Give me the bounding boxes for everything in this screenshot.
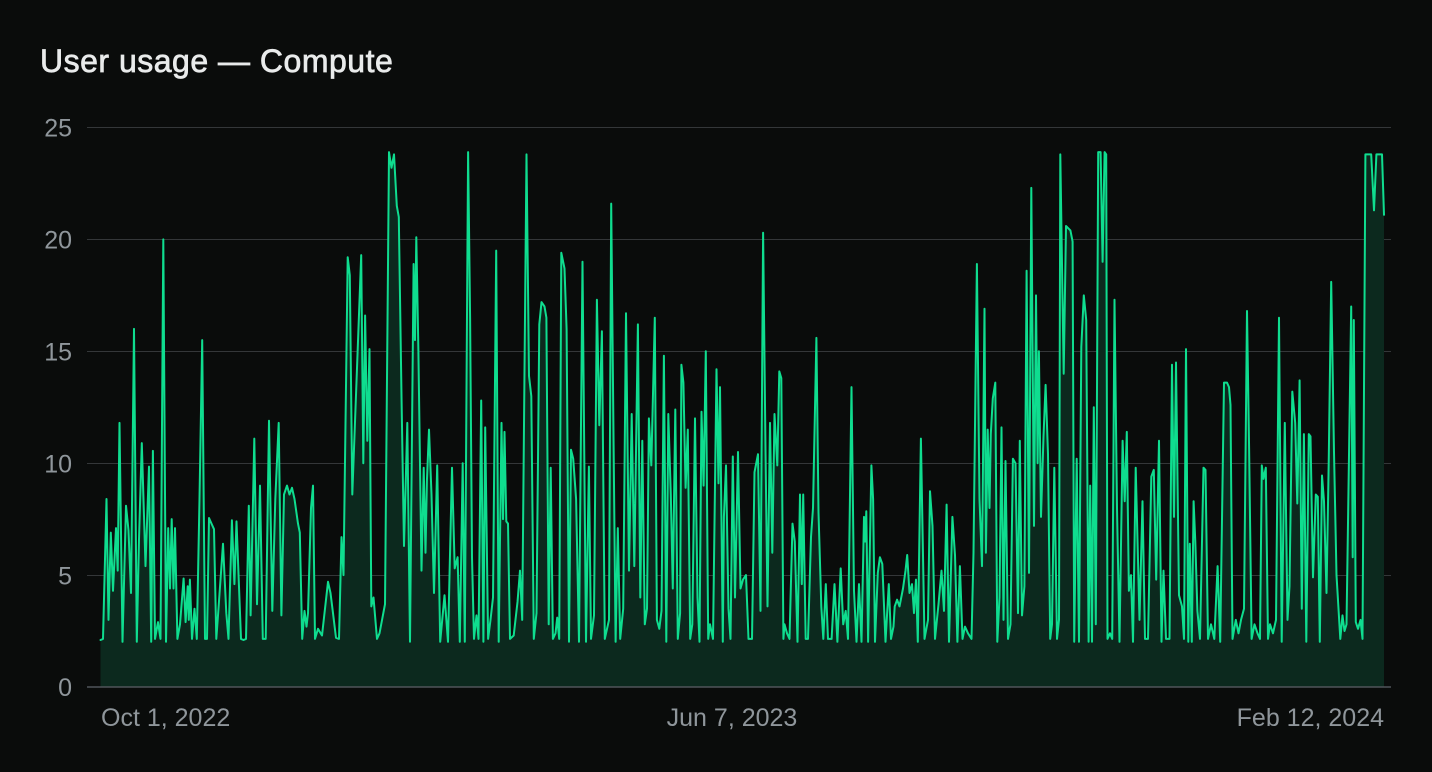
- svg-text:25: 25: [44, 115, 72, 143]
- svg-text:15: 15: [44, 339, 72, 367]
- svg-text:5: 5: [58, 563, 72, 591]
- svg-text:20: 20: [44, 227, 72, 255]
- svg-text:Feb 12, 2024: Feb 12, 2024: [1237, 704, 1384, 732]
- svg-text:User usage — Compute: User usage — Compute: [40, 43, 393, 79]
- svg-text:Oct 1, 2022: Oct 1, 2022: [101, 704, 230, 732]
- svg-text:10: 10: [44, 451, 72, 479]
- svg-text:Jun 7, 2023: Jun 7, 2023: [667, 704, 798, 732]
- svg-text:0: 0: [58, 674, 72, 702]
